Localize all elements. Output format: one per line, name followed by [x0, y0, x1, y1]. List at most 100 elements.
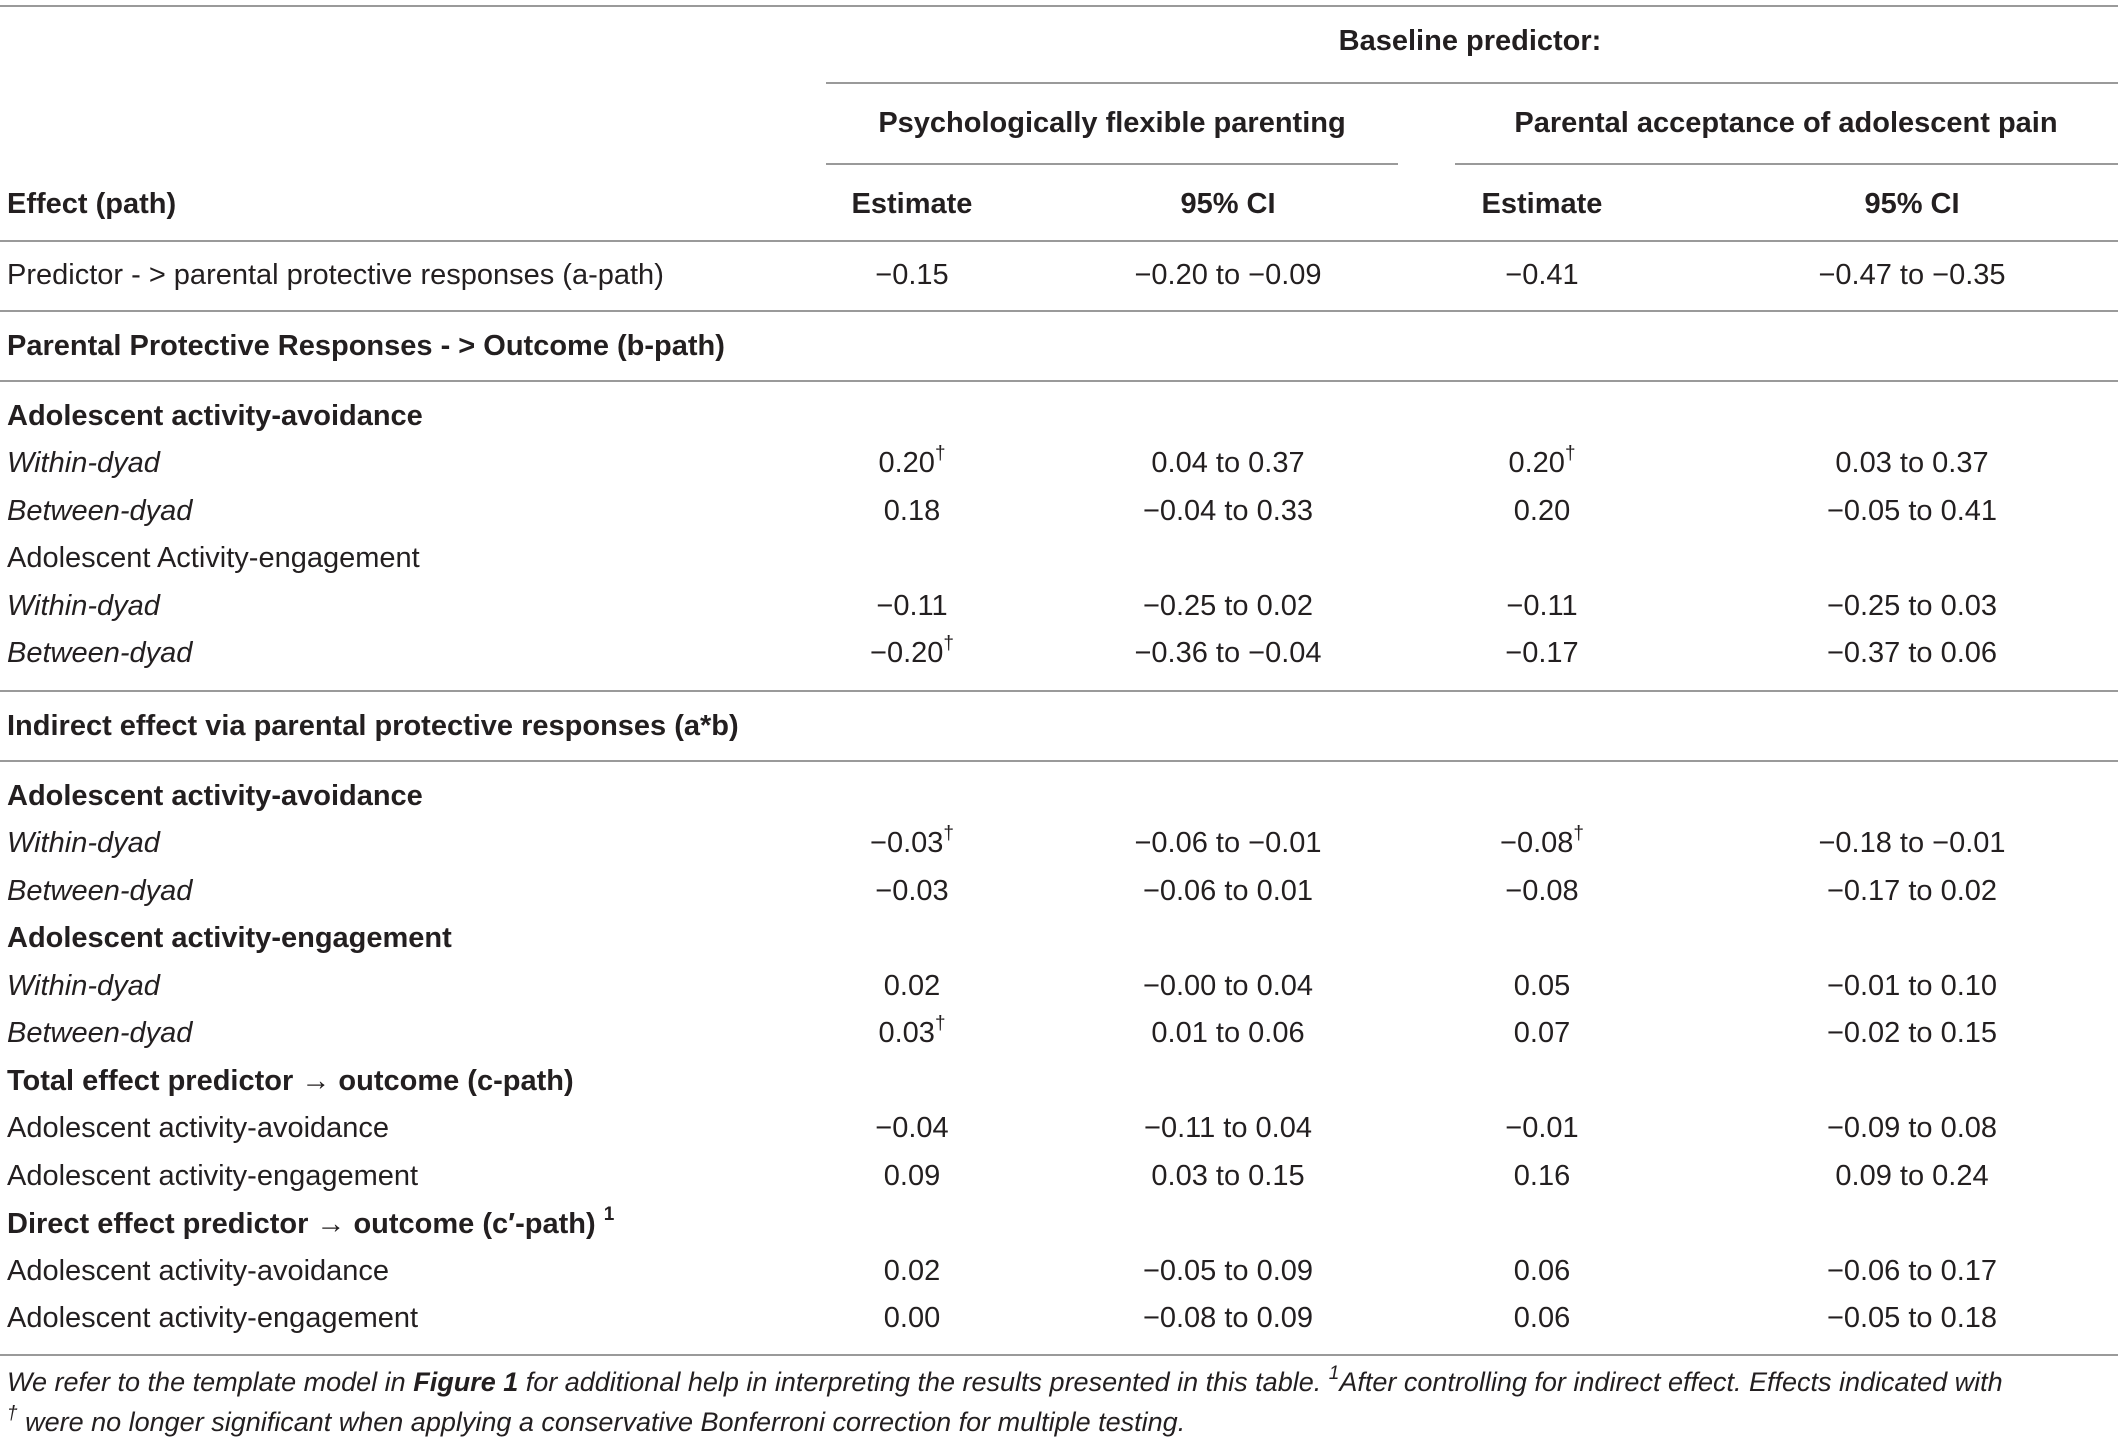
cell-value: −0.18 to −0.01: [1818, 827, 2006, 859]
row-label: Within-dyad: [7, 826, 160, 860]
cell-value: −0.11: [876, 590, 948, 622]
estimate-cell: −0.41: [1505, 258, 1578, 292]
row-label: Adolescent activity-avoidance: [7, 779, 423, 813]
cell-value: −0.06 to 0.01: [1142, 875, 1314, 907]
cell-value: −0.01 to 0.10: [1826, 970, 1998, 1002]
dagger-marker: †: [1573, 823, 1584, 845]
footnote-text-4: were no longer significant when applying…: [17, 1407, 1186, 1437]
ci-cell: −0.00 to 0.04: [1143, 969, 1313, 1003]
effect-column-header: Effect (path): [7, 188, 177, 220]
footnote-marker-1: 1: [1328, 1363, 1340, 1384]
estimate-cell: −0.04: [875, 1111, 948, 1145]
row-label-text: Adolescent activity-avoidance: [7, 1255, 390, 1287]
cell-value: −0.25 to 0.03: [1826, 590, 1998, 622]
cell-value: −0.00 to 0.04: [1142, 970, 1314, 1002]
estimate-cell: 0.00: [884, 1301, 940, 1335]
cell-value: −0.17: [1505, 637, 1579, 669]
row-label: Predictor - > parental protective respon…: [7, 258, 664, 292]
dagger-marker: †: [934, 1013, 946, 1035]
group2-heading: Parental acceptance of adolescent pain: [1514, 107, 2058, 139]
table-footnote: We refer to the template model in Figure…: [7, 1362, 2111, 1442]
row-label-text: Adolescent activity-engagement: [7, 1302, 419, 1334]
row-label: Total effect predictor → outcome (c-path…: [7, 1064, 574, 1098]
cell-value: 0.06: [1513, 1255, 1571, 1287]
estimate-cell: −0.08: [1505, 874, 1578, 908]
cell-value: 0.03: [878, 1017, 935, 1049]
footnote-text-2: for additional help in interpreting the …: [518, 1367, 1329, 1397]
estimate-cell: 0.20†: [1508, 444, 1575, 480]
row-label: Adolescent Activity-engagement: [7, 541, 420, 575]
row-label-text: Between-dyad: [7, 495, 193, 527]
row-label: Adolescent activity-engagement: [7, 1301, 418, 1335]
cell-value: −0.02 to 0.15: [1826, 1017, 1998, 1049]
baseline-rule: [826, 82, 2118, 84]
cell-value: −0.03: [870, 827, 944, 859]
row-label-text: Predictor - > parental protective respon…: [7, 259, 664, 291]
estimate-cell: 0.09: [884, 1159, 940, 1193]
ci-cell: −0.02 to 0.15: [1827, 1016, 1997, 1050]
row-label: Between-dyad: [7, 874, 192, 908]
ci-cell: −0.17 to 0.02: [1827, 874, 1997, 908]
cell-value: −0.25 to 0.02: [1142, 590, 1314, 622]
cell-value: 0.07: [1513, 1017, 1571, 1049]
row-label: Adolescent activity-avoidance: [7, 1254, 389, 1288]
ci-header-1: 95% CI: [1180, 188, 1276, 220]
cell-value: 0.01 to 0.06: [1151, 1017, 1305, 1049]
ci-cell: −0.06 to 0.01: [1143, 874, 1313, 908]
ci-cell: −0.25 to 0.02: [1143, 589, 1313, 623]
row-label-text: Adolescent activity-avoidance: [7, 1112, 390, 1144]
cell-value: −0.05 to 0.41: [1826, 495, 1998, 527]
row-label-text: Within-dyad: [7, 590, 160, 622]
section-rule: [0, 310, 2118, 312]
footnote-text-1: We refer to the template model in: [7, 1367, 414, 1397]
estimate-cell: −0.17: [1505, 636, 1578, 670]
estimate-cell: 0.06: [1514, 1301, 1570, 1335]
estimate-cell: −0.08†: [1500, 823, 1584, 860]
row-label-text: Parental Protective Responses - > Outcom…: [7, 330, 725, 362]
header-rule: [0, 240, 2118, 242]
cell-value: −0.01: [1505, 1112, 1579, 1144]
cell-value: 0.09: [883, 1160, 941, 1192]
ci-cell: −0.09 to 0.08: [1827, 1111, 1997, 1145]
row-label: Adolescent activity-avoidance: [7, 1111, 389, 1145]
row-label-text: Between-dyad: [7, 637, 193, 669]
row-label: Between-dyad: [7, 1016, 192, 1050]
cell-value: −0.04: [875, 1112, 949, 1144]
estimate-cell: 0.07: [1514, 1016, 1570, 1050]
ci-cell: 0.04 to 0.37: [1151, 446, 1304, 480]
cell-value: 0.18: [883, 495, 941, 527]
estimate-cell: 0.05: [1514, 969, 1570, 1003]
ci-cell: −0.11 to 0.04: [1144, 1111, 1312, 1145]
cell-value: −0.41: [1505, 259, 1579, 291]
cell-value: −0.47 to −0.35: [1818, 259, 2006, 291]
ci-cell: −0.04 to 0.33: [1143, 494, 1313, 528]
cell-value: 0.05: [1513, 970, 1571, 1002]
row-label-text: Adolescent Activity-engagement: [7, 542, 420, 574]
cell-value: −0.04 to 0.33: [1142, 495, 1314, 527]
cell-value: 0.20: [1508, 447, 1565, 479]
cell-value: −0.05 to 0.18: [1826, 1302, 1998, 1334]
cell-value: 0.03 to 0.37: [1835, 447, 1989, 479]
ci-cell: −0.36 to −0.04: [1134, 636, 1321, 670]
ci-cell: −0.08 to 0.09: [1143, 1301, 1313, 1335]
row-label: Within-dyad: [7, 969, 160, 1003]
ci-cell: 0.01 to 0.06: [1151, 1016, 1304, 1050]
estimate-cell: −0.11: [876, 589, 947, 623]
row-label-text: Adolescent activity-engagement: [7, 922, 452, 954]
section-rule: [0, 380, 2118, 382]
ci-cell: −0.06 to −0.01: [1134, 826, 1321, 860]
cell-value: −0.03: [875, 875, 949, 907]
cell-value: 0.20: [878, 447, 935, 479]
row-label-text: Between-dyad: [7, 1017, 193, 1049]
section-rule: [0, 690, 2118, 692]
cell-value: 0.02: [883, 1255, 941, 1287]
estimate-cell: 0.03†: [878, 1013, 946, 1050]
ci-cell: 0.03 to 0.37: [1835, 446, 1988, 480]
ci-header-2: 95% CI: [1864, 188, 1960, 220]
estimate-cell: −0.20†: [870, 634, 954, 670]
row-label-text: Total effect predictor → outcome (c-path…: [7, 1065, 574, 1097]
footnote-marker-dagger: †: [7, 1403, 18, 1424]
baseline-heading: Baseline predictor:: [1338, 25, 1602, 57]
row-label: Direct effect predictor → outcome (c′-pa…: [7, 1205, 614, 1241]
row-label-text: Direct effect predictor → outcome (c′-pa…: [7, 1208, 596, 1240]
